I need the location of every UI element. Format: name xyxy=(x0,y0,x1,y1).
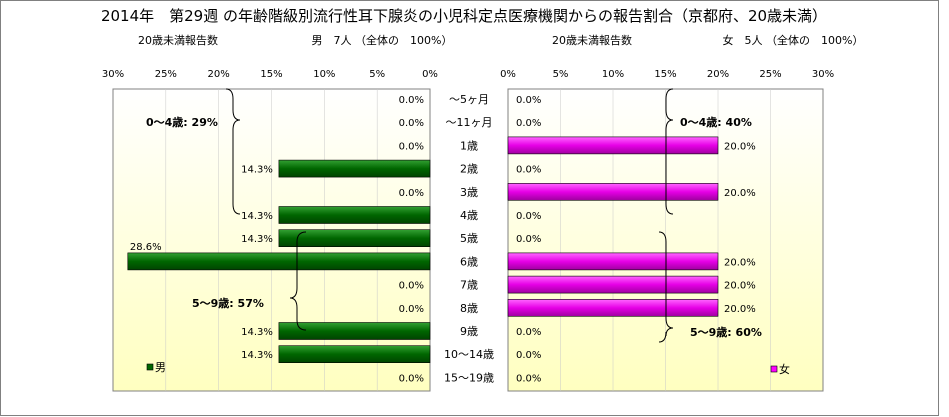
female-brace-5-9 xyxy=(658,231,674,343)
male-value-label: 14.3% xyxy=(241,327,273,338)
category-label: 6歳 xyxy=(460,255,478,268)
male-tick-label: 30% xyxy=(102,69,124,80)
male-value-label: 14.3% xyxy=(241,234,273,245)
female-value-label: 0.0% xyxy=(516,327,541,338)
female-value-label: 0.0% xyxy=(516,118,541,129)
male-value-label: 14.3% xyxy=(241,211,273,222)
male-value-labels: 0.0% 0.0% 0.0% 14.3% 0.0% 14.3% 14.3% 28.6% 0.0%… xyxy=(130,95,424,384)
female-header-right: 女 5人 （全体の 100%） xyxy=(723,33,864,47)
category-label: 4歳 xyxy=(460,209,478,222)
male-bar xyxy=(278,159,431,178)
male-tick-label: 10% xyxy=(313,69,335,80)
female-value-labels: 0.0% 0.0% 20.0% 0.0% 20.0% 0.0% 0.0% 20.0% 20.0%… xyxy=(516,95,756,384)
male-tick-label: 0% xyxy=(422,69,438,80)
female-value-label: 20.0% xyxy=(724,281,756,292)
female-header-left: 20歳未満報告数 xyxy=(552,34,632,47)
male-header-right: 男 7人 （全体の 100%） xyxy=(312,33,453,47)
female-tick-label: 20% xyxy=(707,69,729,80)
male-value-label: 14.3% xyxy=(241,165,273,176)
female-bar xyxy=(507,136,719,155)
male-value-label: 0.0% xyxy=(399,118,424,129)
category-label: 9歳 xyxy=(460,325,478,338)
category-label: 8歳 xyxy=(460,302,478,315)
male-bars xyxy=(127,159,431,364)
female-value-label: 0.0% xyxy=(516,350,541,361)
male-tick-label: 25% xyxy=(155,69,177,80)
female-tick-label: 10% xyxy=(602,69,624,80)
male-value-label: 0.0% xyxy=(399,188,424,199)
female-annotation-5-9: 5～9歳: 60% xyxy=(690,325,762,339)
female-bar xyxy=(507,183,719,201)
female-tick-label: 5% xyxy=(553,69,569,80)
female-bar xyxy=(507,298,719,317)
male-value-label: 0.0% xyxy=(399,281,424,292)
male-tick-label: 15% xyxy=(260,69,282,80)
category-label: 7歳 xyxy=(460,279,478,292)
category-label: 2歳 xyxy=(460,163,478,176)
female-value-label: 0.0% xyxy=(516,234,541,245)
male-bar xyxy=(127,252,431,271)
category-labels: ～5ヶ月 ～11ヶ月 1歳 2歳 3歳 4歳 5歳 6歳 7歳 8歳 9歳 10～14歳 15～19歳 xyxy=(444,93,494,384)
category-label: 15～19歳 xyxy=(444,371,494,384)
male-value-label: 0.0% xyxy=(399,373,424,384)
female-value-label: 0.0% xyxy=(516,165,541,176)
female-value-label: 0.0% xyxy=(516,211,541,222)
category-label: 3歳 xyxy=(460,186,478,199)
male-axis-ticks: 30% 25% 20% 15% 10% 5% 0% xyxy=(102,69,438,80)
category-label: ～11ヶ月 xyxy=(446,116,493,129)
category-label: 5歳 xyxy=(460,232,478,245)
female-value-label: 20.0% xyxy=(724,188,756,199)
male-bar xyxy=(278,206,431,224)
female-bar xyxy=(507,252,719,271)
female-value-label: 20.0% xyxy=(724,257,756,268)
female-bar xyxy=(507,275,719,294)
male-brace-0-4 xyxy=(225,88,241,215)
male-value-label: 28.6% xyxy=(130,242,162,253)
female-value-label: 20.0% xyxy=(724,141,756,152)
male-legend-swatch xyxy=(146,363,154,371)
male-bar xyxy=(278,229,431,247)
female-legend-swatch xyxy=(770,365,778,373)
female-value-label: 20.0% xyxy=(724,304,756,315)
female-legend-label: 女 xyxy=(779,362,790,376)
category-label: 1歳 xyxy=(460,139,478,152)
female-tick-label: 30% xyxy=(812,69,834,80)
female-value-label: 0.0% xyxy=(516,95,541,106)
female-value-label: 0.0% xyxy=(516,373,541,384)
male-bar xyxy=(278,345,431,364)
male-tick-label: 5% xyxy=(369,69,385,80)
female-tick-label: 0% xyxy=(500,69,516,80)
male-annotation-5-9: 5～9歳: 57% xyxy=(192,296,264,310)
male-legend-label: 男 xyxy=(155,361,166,374)
female-axis-ticks: 0% 5% 10% 15% 20% 25% 30% xyxy=(500,69,834,80)
male-header-left: 20歳未満報告数 xyxy=(138,34,218,47)
female-tick-label: 25% xyxy=(759,69,781,80)
male-value-label: 0.0% xyxy=(399,95,424,106)
male-annotation-0-4: 0～4歳: 29% xyxy=(146,115,218,129)
category-label: 10～14歳 xyxy=(444,348,494,361)
male-value-label: 0.0% xyxy=(399,141,424,152)
male-value-label: 0.0% xyxy=(399,304,424,315)
male-brace-5-9 xyxy=(289,231,307,331)
chart-title: 2014年 第29週 の年齢階級別流行性耳下腺炎の小児科定点医療機関からの報告割… xyxy=(101,7,827,25)
female-tick-label: 15% xyxy=(654,69,676,80)
male-tick-label: 20% xyxy=(208,69,230,80)
male-value-label: 14.3% xyxy=(241,350,273,361)
male-bar xyxy=(278,322,431,340)
female-annotation-0-4: 0～4歳: 40% xyxy=(680,115,752,129)
female-brace-0-4 xyxy=(665,88,674,215)
category-label: ～5ヶ月 xyxy=(449,93,489,106)
